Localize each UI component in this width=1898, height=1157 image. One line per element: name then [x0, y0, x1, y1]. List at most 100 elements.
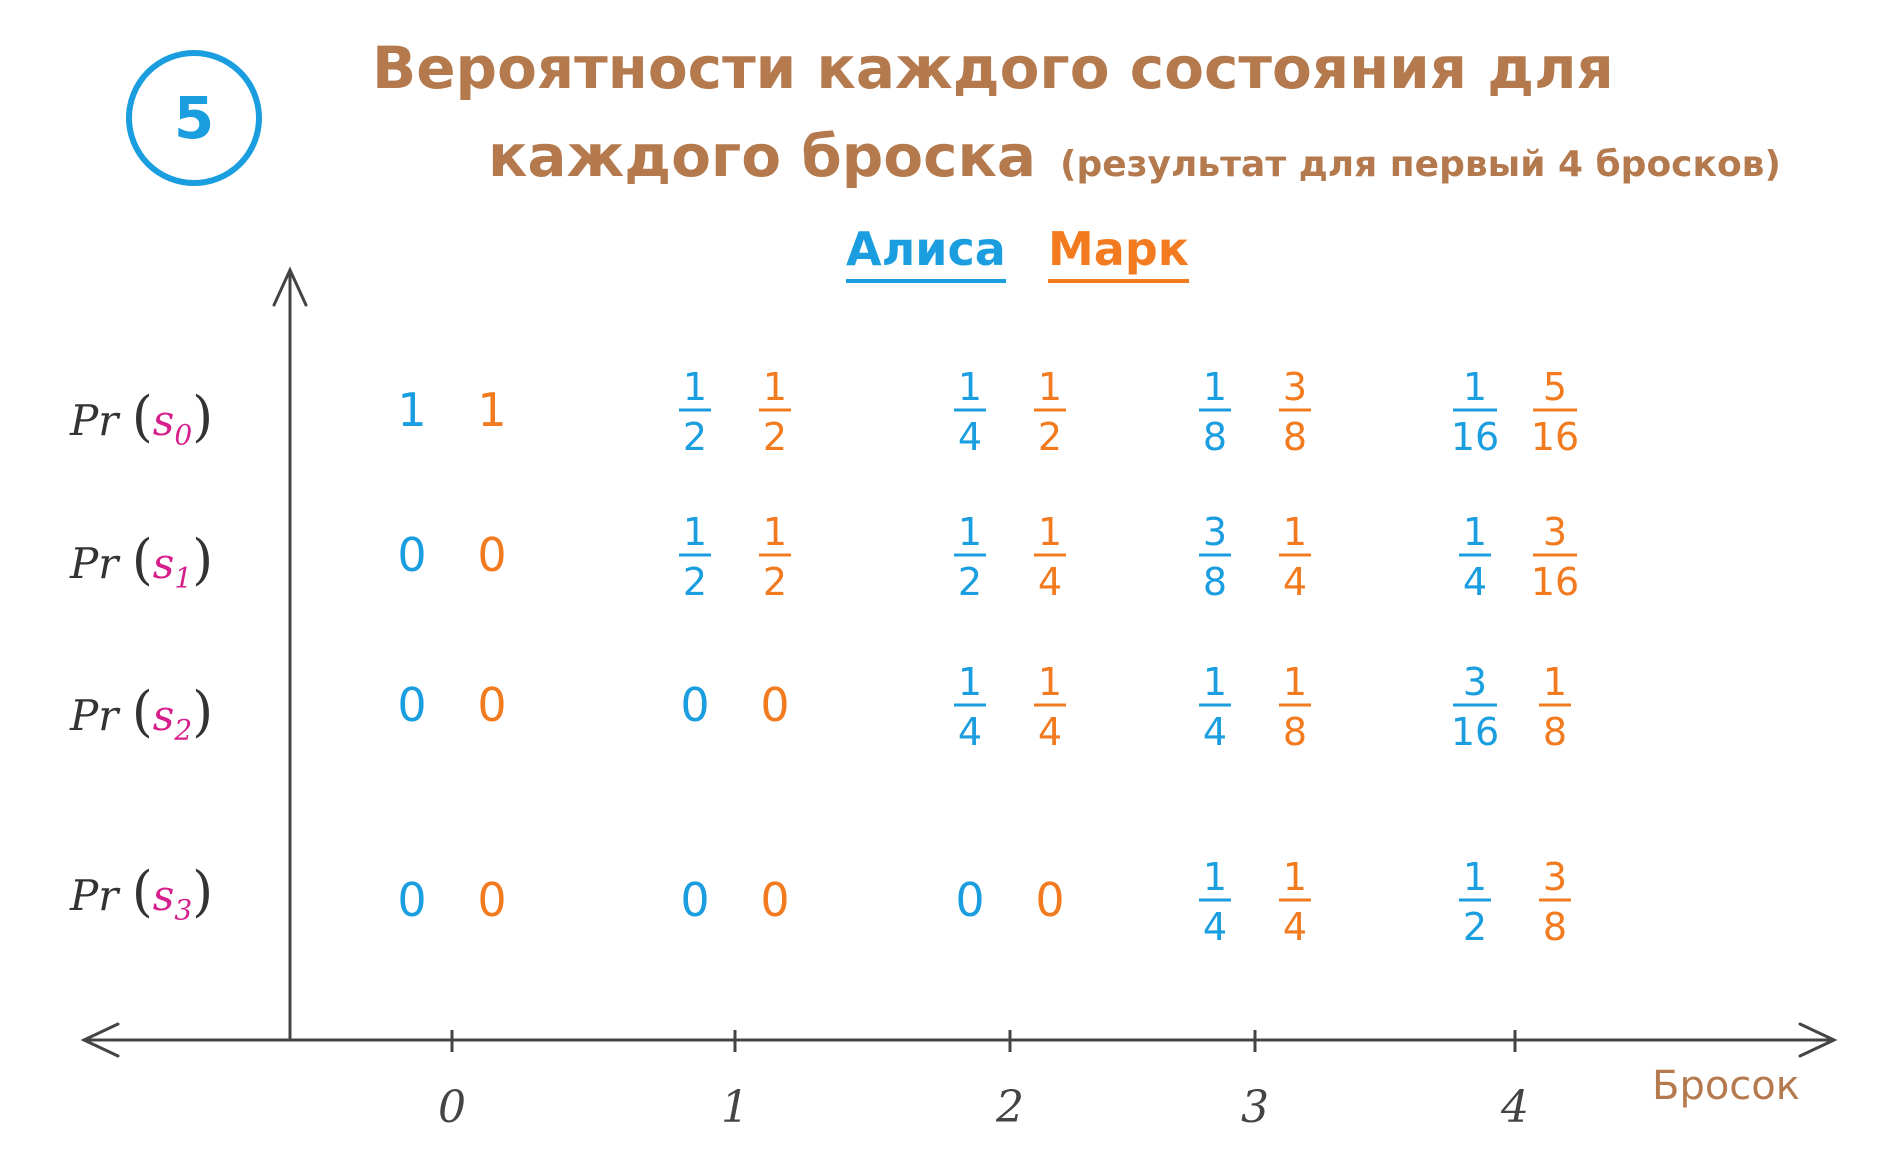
fraction-numerator: 1 [1203, 365, 1227, 409]
probability-number: 0 [1035, 873, 1064, 927]
probability-value: 0 [397, 873, 426, 927]
probability-value: 14 [1279, 510, 1311, 604]
legend-mark: Марк [1048, 222, 1189, 283]
fraction-numerator: 1 [683, 510, 707, 554]
fraction-denominator: 8 [1543, 710, 1567, 754]
probability-number: 0 [477, 528, 506, 582]
probability-value: 12 [759, 365, 791, 459]
probability-value: 12 [954, 510, 986, 604]
probability-value: 116 [1451, 365, 1499, 459]
fraction-numerator: 1 [1038, 365, 1062, 409]
probability-number: 0 [477, 873, 506, 927]
row-label-prefix: Pr [70, 539, 119, 588]
fraction-denominator: 16 [1531, 415, 1579, 459]
fraction-denominator: 2 [683, 415, 707, 459]
probability-value: 18 [1539, 660, 1571, 754]
probability-number: 0 [477, 678, 506, 732]
row-label-prefix: Pr [70, 396, 119, 445]
probability-value: 14 [1279, 855, 1311, 949]
fraction-numerator: 1 [1283, 855, 1307, 899]
probability-value: 0 [477, 678, 506, 732]
x-axis-arrow-left [80, 1022, 120, 1058]
row-label-s3: Pr (s3) [70, 860, 214, 927]
probability-number: 0 [760, 873, 789, 927]
probability-number: 1 [477, 383, 506, 437]
fraction-denominator: 4 [1038, 560, 1062, 604]
probability-value: 1 [397, 383, 426, 437]
state-symbol: s [152, 396, 175, 445]
probability-number: 0 [955, 873, 984, 927]
probability-value: 0 [477, 528, 506, 582]
x-tick-label: 1 [721, 1082, 749, 1133]
fraction-denominator: 8 [1203, 560, 1227, 604]
state-index: 2 [174, 713, 193, 747]
row-label-s0: Pr (s0) [70, 385, 214, 452]
fraction-numerator: 3 [1203, 510, 1227, 554]
state-symbol: s [152, 871, 175, 920]
probability-value: 0 [397, 678, 426, 732]
probability-value: 38 [1279, 365, 1311, 459]
x-tick-label: 2 [995, 1082, 1024, 1133]
row-label-s2: Pr (s2) [70, 680, 214, 747]
fraction-numerator: 3 [1463, 660, 1487, 704]
probability-value: 14 [1034, 660, 1066, 754]
step-number-badge: 5 [126, 50, 262, 186]
fraction-numerator: 1 [1038, 660, 1062, 704]
step-number: 5 [173, 84, 215, 152]
state-index: 3 [174, 893, 193, 927]
fraction-numerator: 1 [763, 510, 787, 554]
fraction-denominator: 16 [1451, 415, 1499, 459]
fraction-numerator: 1 [1203, 660, 1227, 704]
fraction-numerator: 1 [1463, 365, 1487, 409]
fraction-denominator: 4 [1203, 710, 1227, 754]
probability-value: 18 [1279, 660, 1311, 754]
fraction-denominator: 4 [1038, 710, 1062, 754]
fraction-numerator: 5 [1543, 365, 1567, 409]
probability-value: 14 [1199, 660, 1231, 754]
legend-alice: Алиса [846, 222, 1006, 283]
fraction-numerator: 1 [683, 365, 707, 409]
row-label-prefix: Pr [70, 691, 119, 740]
x-tick-label: 4 [1500, 1082, 1529, 1133]
page-title-line2-text: каждого броска [488, 122, 1036, 190]
probability-value: 12 [759, 510, 791, 604]
fraction-denominator: 16 [1451, 710, 1499, 754]
fraction-numerator: 1 [958, 660, 982, 704]
fraction-denominator: 2 [683, 560, 707, 604]
x-axis-label: Бросок [1652, 1063, 1800, 1109]
page-title-line1: Вероятности каждого состояния для [372, 34, 1614, 102]
fraction-numerator: 1 [1463, 855, 1487, 899]
probability-number: 0 [397, 873, 426, 927]
probability-value: 0 [477, 873, 506, 927]
fraction-denominator: 8 [1543, 905, 1567, 949]
fraction-numerator: 1 [1038, 510, 1062, 554]
fraction-numerator: 1 [763, 365, 787, 409]
fraction-denominator: 4 [958, 710, 982, 754]
probability-number: 1 [397, 383, 426, 437]
probability-value: 38 [1199, 510, 1231, 604]
probability-number: 0 [760, 678, 789, 732]
row-label-s1: Pr (s1) [70, 528, 214, 595]
fraction-denominator: 2 [763, 560, 787, 604]
page-title-line2: каждого броска (результат для первый 4 бр… [488, 122, 1781, 190]
state-symbol: s [152, 539, 175, 588]
row-label-prefix: Pr [70, 871, 119, 920]
fraction-numerator: 1 [958, 365, 982, 409]
probability-value: 38 [1539, 855, 1571, 949]
fraction-denominator: 4 [1463, 560, 1487, 604]
fraction-numerator: 1 [1463, 510, 1487, 554]
fraction-denominator: 4 [1203, 905, 1227, 949]
probability-value: 12 [1034, 365, 1066, 459]
probability-value: 0 [760, 873, 789, 927]
probability-value: 12 [679, 365, 711, 459]
probability-number: 0 [397, 678, 426, 732]
x-tick-label: 0 [438, 1082, 466, 1133]
fraction-numerator: 1 [1203, 855, 1227, 899]
fraction-denominator: 2 [1038, 415, 1062, 459]
x-tick-label: 3 [1241, 1082, 1269, 1133]
fraction-denominator: 8 [1283, 710, 1307, 754]
fraction-denominator: 2 [1463, 905, 1487, 949]
probability-value: 12 [679, 510, 711, 604]
fraction-numerator: 3 [1543, 855, 1567, 899]
